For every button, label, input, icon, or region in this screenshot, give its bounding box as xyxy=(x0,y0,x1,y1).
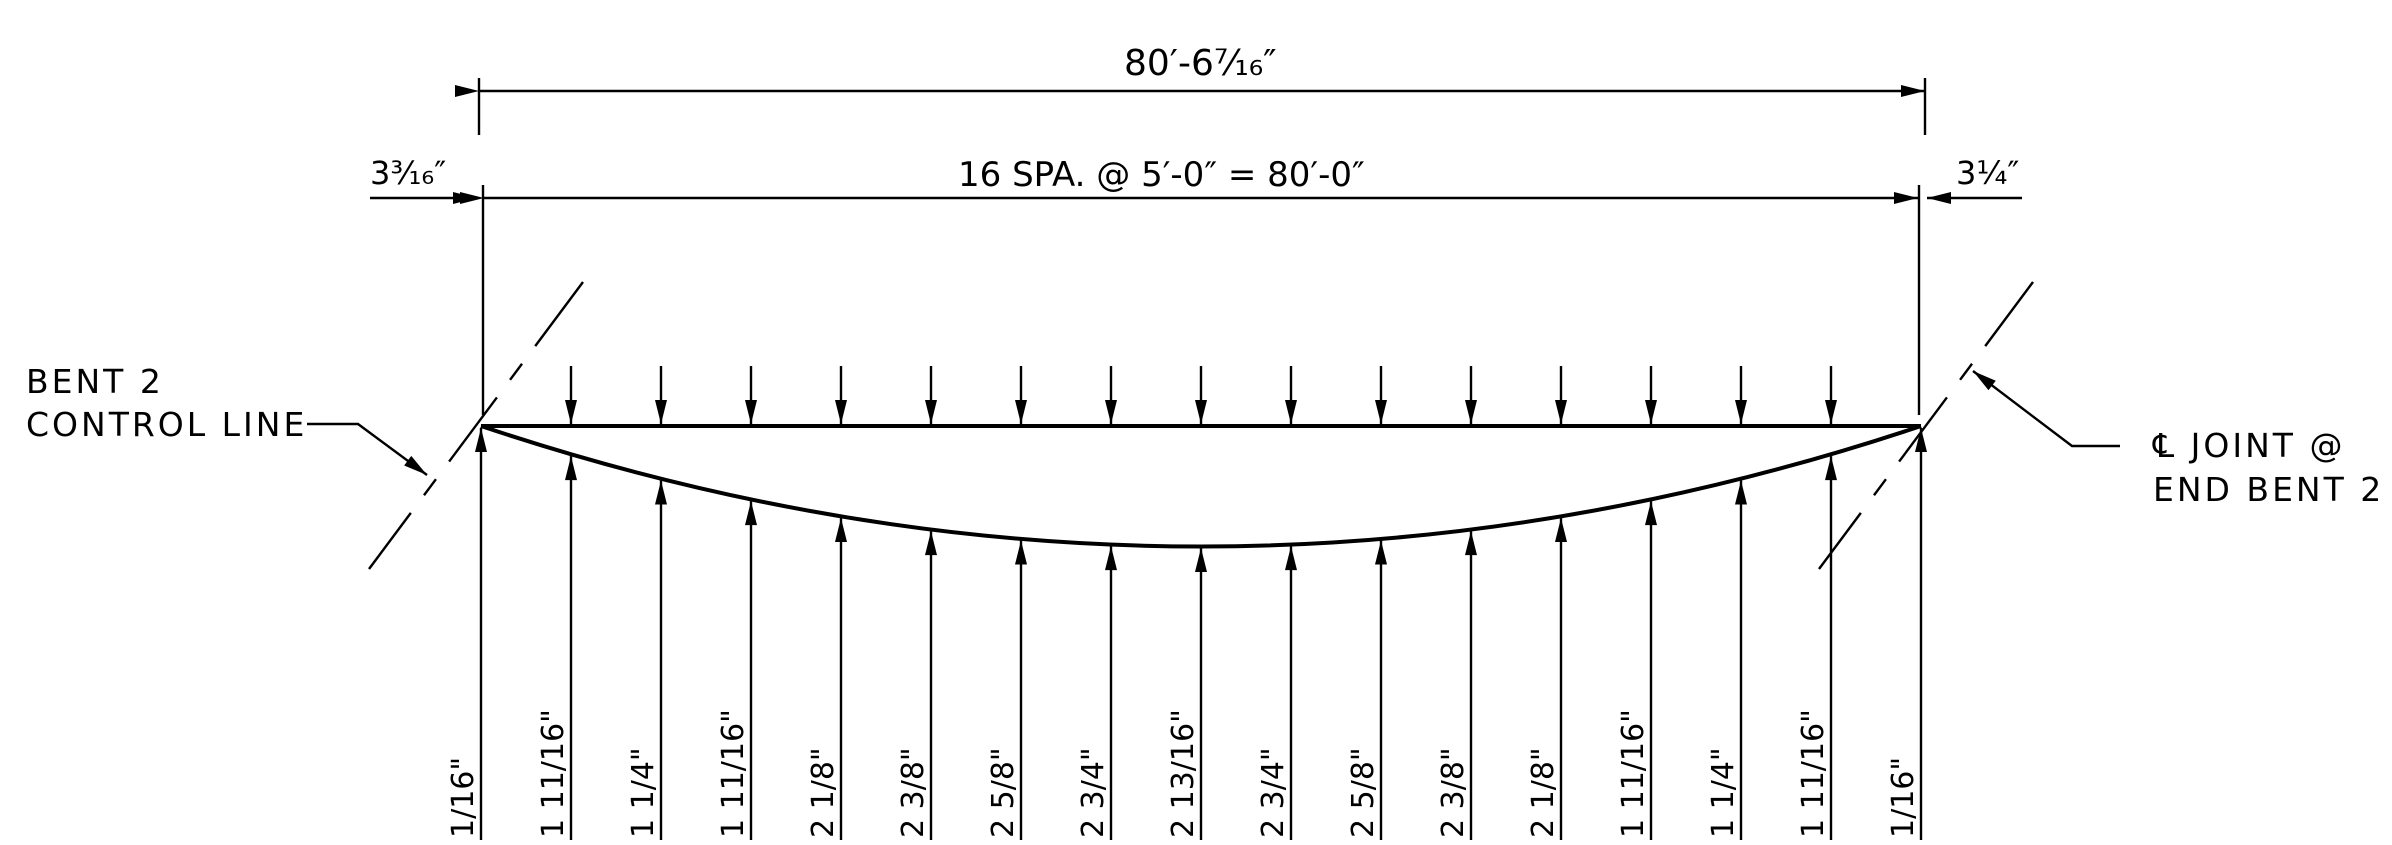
right-label-line2: END BENT 2 xyxy=(2153,470,2384,509)
right-offset-text: 3¼″ xyxy=(1956,154,2019,192)
left-offset-dimension: 3³⁄₁₆″ xyxy=(370,154,477,204)
station-4: 1 11/16" xyxy=(716,366,757,840)
station-13: 2 1/8" xyxy=(1526,366,1567,840)
station-6: 2 3/8" xyxy=(896,366,937,840)
station-label: 1 11/16" xyxy=(1616,709,1651,838)
station-9: 2 13/16" xyxy=(1166,366,1207,840)
station-label: 1/16" xyxy=(446,757,481,838)
station-label: 2 1/8" xyxy=(806,747,841,838)
bent-2-control-line xyxy=(368,281,584,570)
left-label-line2: CONTROL LINE xyxy=(26,405,307,444)
station-label: 1/16" xyxy=(1886,757,1921,838)
station-label: 2 3/4" xyxy=(1076,747,1111,838)
station-label: 2 3/8" xyxy=(896,747,931,838)
joint-control-line xyxy=(1818,281,2034,570)
right-offset-dimension: 3¼″ xyxy=(1927,154,2022,204)
station-label: 2 1/8" xyxy=(1526,747,1561,838)
station-11: 2 5/8" xyxy=(1346,366,1387,840)
station-label: 1 1/4" xyxy=(1706,747,1741,838)
right-label-line1: ℄ JOINT @ xyxy=(2152,426,2345,465)
left-label-line1: BENT 2 xyxy=(26,362,164,401)
station-label: 2 3/4" xyxy=(1256,747,1291,838)
station-2: 1 11/16" xyxy=(536,366,577,840)
station-group: 1/16" 1 11/16" 1 1/4" 1 11/16" 2 1/8" 2 3/8" 2… xyxy=(446,366,1927,840)
station-8: 2 3/4" xyxy=(1076,366,1117,840)
station-5: 2 1/8" xyxy=(806,366,847,840)
station-label: 1 11/16" xyxy=(716,709,751,838)
right-label: ℄ JOINT @ END BENT 2 xyxy=(1972,370,2384,509)
station-12: 2 3/8" xyxy=(1436,366,1477,840)
overall-dimension-text: 80′-6⁷⁄₁₆″ xyxy=(1124,43,1277,84)
station-label: 1 1/4" xyxy=(626,747,661,838)
station-14: 1 11/16" xyxy=(1616,366,1657,840)
station-label: 1 11/16" xyxy=(1796,709,1831,838)
station-17: 1/16" xyxy=(1886,428,1927,840)
spacing-dimension: 16 SPA. @ 5′-0″ = 80′-0″ xyxy=(460,155,1921,415)
station-label: 2 5/8" xyxy=(986,747,1021,838)
station-label: 1 11/16" xyxy=(536,709,571,838)
station-10: 2 3/4" xyxy=(1256,366,1297,840)
station-3: 1 1/4" xyxy=(626,366,667,840)
station-label: 2 13/16" xyxy=(1166,709,1201,838)
left-offset-text: 3³⁄₁₆″ xyxy=(370,154,446,192)
camber-curve xyxy=(480,424,1922,549)
left-label: BENT 2 CONTROL LINE xyxy=(26,362,428,476)
spacing-dimension-text: 16 SPA. @ 5′-0″ = 80′-0″ xyxy=(958,155,1365,195)
station-7: 2 5/8" xyxy=(986,366,1027,840)
station-label: 2 5/8" xyxy=(1346,747,1381,838)
station-label: 2 3/8" xyxy=(1436,747,1471,838)
overall-dimension: 80′-6⁷⁄₁₆″ xyxy=(455,43,1927,135)
station-15: 1 1/4" xyxy=(1706,366,1747,840)
station-16: 1 11/16" xyxy=(1796,366,1837,840)
station-1: 1/16" xyxy=(446,428,487,840)
